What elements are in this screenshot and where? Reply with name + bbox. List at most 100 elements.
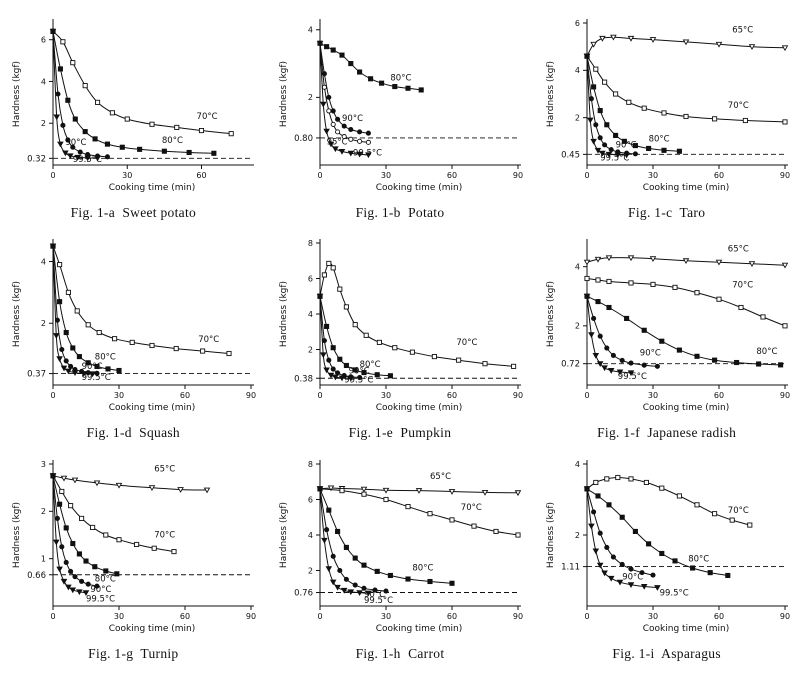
svg-text:90: 90 [246, 391, 256, 400]
figure-panel-g: 1 2 3 0.66 0 30 60 90 Hardness (kgf) Cooking time… [7, 454, 259, 662]
svg-text:4: 4 [41, 77, 46, 86]
figure-caption: Fig. 1-g Turnip [88, 645, 179, 661]
svg-text:Cooking time (min): Cooking time (min) [376, 183, 462, 193]
svg-text:80°C: 80°C [390, 73, 411, 83]
chart-sweet-potato: 2 4 6 0.32 0 30 60 Hardness (kgf) Cooking time (… [7, 13, 259, 205]
svg-text:Cooking time (min): Cooking time (min) [109, 624, 195, 634]
svg-text:4: 4 [308, 25, 313, 34]
figure-panel-f: 2 4 0.72 0 30 60 90 Hardness (kgf) Cooking time … [541, 233, 793, 441]
svg-text:90: 90 [780, 171, 790, 180]
svg-text:70°C: 70°C [199, 335, 220, 345]
chart-asparagus: 2 4 1.11 0 30 60 90 Hardness (kgf) Cooking time … [541, 454, 793, 646]
figure-caption: Fig. 1-d Squash [86, 425, 180, 440]
figure-caption: Fig. 1-i Asparagus [612, 645, 721, 661]
svg-text:90°C: 90°C [342, 114, 363, 124]
svg-text:0: 0 [51, 391, 56, 400]
svg-text:2: 2 [41, 507, 46, 516]
figure-panel-a: 2 4 6 0.32 0 30 60 Hardness (kgf) Cooking time (… [7, 13, 259, 221]
svg-text:6: 6 [575, 18, 580, 27]
svg-text:2: 2 [41, 119, 46, 128]
svg-text:8: 8 [308, 459, 313, 468]
svg-text:0: 0 [317, 612, 322, 621]
figure-caption: Fig. 1-f Japanese radish [597, 425, 737, 440]
svg-text:1: 1 [41, 554, 46, 563]
svg-text:99.5°C: 99.5°C [617, 372, 646, 382]
svg-text:99.5°C: 99.5°C [600, 153, 629, 163]
svg-text:90°C: 90°C [349, 367, 370, 377]
figure-panel-i: 2 4 1.11 0 30 60 90 Hardness (kgf) Cooking time … [541, 454, 793, 662]
chart-canvas-c: 2 4 6 0.45 0 30 60 90 Hardness (kgf) Cooking time… [546, 18, 790, 193]
svg-text:60: 60 [180, 391, 190, 400]
svg-text:70°C: 70°C [727, 101, 748, 111]
svg-text:4: 4 [308, 530, 313, 539]
svg-text:0.38: 0.38 [294, 374, 313, 384]
svg-text:Cooking time (min): Cooking time (min) [376, 624, 462, 634]
chart-canvas-h: 2 4 6 8 0.76 0 30 60 90 Hardness (kgf) Cooking tim… [279, 459, 523, 634]
svg-text:65°C: 65°C [155, 464, 176, 474]
svg-text:70°C: 70°C [456, 338, 477, 348]
svg-text:2: 2 [575, 530, 580, 539]
svg-text:30: 30 [648, 391, 658, 400]
svg-text:Cooking time (min): Cooking time (min) [642, 183, 728, 193]
figure-panel-b: 2 4 0.80 0 30 60 90 Hardness (kgf) Cooking time … [274, 13, 526, 221]
svg-text:0: 0 [584, 171, 589, 180]
svg-text:90: 90 [513, 171, 523, 180]
svg-text:Cooking time (min): Cooking time (min) [376, 403, 462, 413]
svg-text:30: 30 [648, 612, 658, 621]
svg-text:0: 0 [584, 391, 589, 400]
chart-potato: 2 4 0.80 0 30 60 90 Hardness (kgf) Cooking time … [274, 13, 526, 205]
svg-text:99.5°C: 99.5°C [73, 155, 102, 165]
figure-panel-e: 2 4 6 8 0.38 0 30 60 90 Hardness (kgf) Cooking tim… [274, 233, 526, 441]
svg-text:0: 0 [51, 612, 56, 621]
svg-text:0: 0 [317, 391, 322, 400]
svg-text:0.66: 0.66 [27, 570, 46, 580]
svg-text:0.37: 0.37 [27, 370, 46, 380]
svg-text:0: 0 [317, 171, 322, 180]
chart-squash: 2 4 0.37 0 30 60 90 Hardness (kgf) Cooking time … [7, 233, 259, 425]
svg-text:2: 2 [308, 566, 313, 575]
svg-text:0.80: 0.80 [294, 133, 313, 143]
svg-text:0.72: 0.72 [561, 360, 580, 370]
svg-text:0: 0 [584, 612, 589, 621]
svg-text:99.5°C: 99.5°C [364, 596, 393, 606]
svg-text:8: 8 [308, 239, 313, 248]
svg-text:65°C: 65°C [430, 472, 451, 482]
svg-text:4: 4 [575, 66, 580, 75]
svg-text:Hardness (kgf): Hardness (kgf) [12, 60, 22, 126]
svg-text:90°C: 90°C [364, 590, 385, 600]
chart-canvas-d: 2 4 0.37 0 30 60 90 Hardness (kgf) Cooking time … [12, 239, 256, 413]
svg-text:60: 60 [714, 171, 724, 180]
svg-text:60: 60 [447, 612, 457, 621]
svg-text:Cooking time (min): Cooking time (min) [109, 183, 195, 193]
figure-panel-h: 2 4 6 8 0.76 0 30 60 90 Hardness (kgf) Cooking tim… [274, 454, 526, 662]
svg-text:30: 30 [381, 391, 391, 400]
svg-text:2: 2 [575, 322, 580, 331]
svg-text:70°C: 70°C [155, 530, 176, 540]
svg-text:2: 2 [575, 113, 580, 122]
svg-text:0.32: 0.32 [27, 154, 46, 164]
svg-text:80°C: 80°C [648, 134, 669, 144]
svg-text:6: 6 [308, 495, 313, 504]
figure-caption: Fig. 1-c Taro [628, 204, 706, 220]
svg-text:90: 90 [780, 391, 790, 400]
svg-text:2: 2 [308, 93, 313, 102]
svg-text:Cooking time (min): Cooking time (min) [642, 403, 728, 413]
svg-text:70°C: 70°C [461, 503, 482, 513]
svg-text:70°C: 70°C [727, 505, 748, 515]
svg-text:90: 90 [246, 612, 256, 621]
svg-text:90°C: 90°C [82, 362, 103, 372]
figure-caption: Fig. 1-a Sweet potato [70, 204, 197, 220]
figure-caption: Fig. 1-e Pumpkin [348, 425, 452, 440]
svg-text:99.5°C: 99.5°C [353, 148, 382, 158]
svg-text:30: 30 [122, 171, 132, 180]
svg-text:0.76: 0.76 [294, 588, 313, 598]
svg-text:90°C: 90°C [622, 572, 643, 582]
chart-canvas-a: 2 4 6 0.32 0 30 60 Hardness (kgf) Cooking time (… [12, 18, 255, 193]
svg-text:Hardness (kgf): Hardness (kgf) [12, 281, 22, 347]
svg-text:6: 6 [308, 274, 313, 283]
figure-caption: Fig. 1-h Carrot [355, 645, 445, 661]
svg-text:99.5°C: 99.5°C [659, 588, 688, 598]
svg-text:Hardness (kgf): Hardness (kgf) [546, 281, 556, 347]
svg-text:30: 30 [114, 391, 124, 400]
